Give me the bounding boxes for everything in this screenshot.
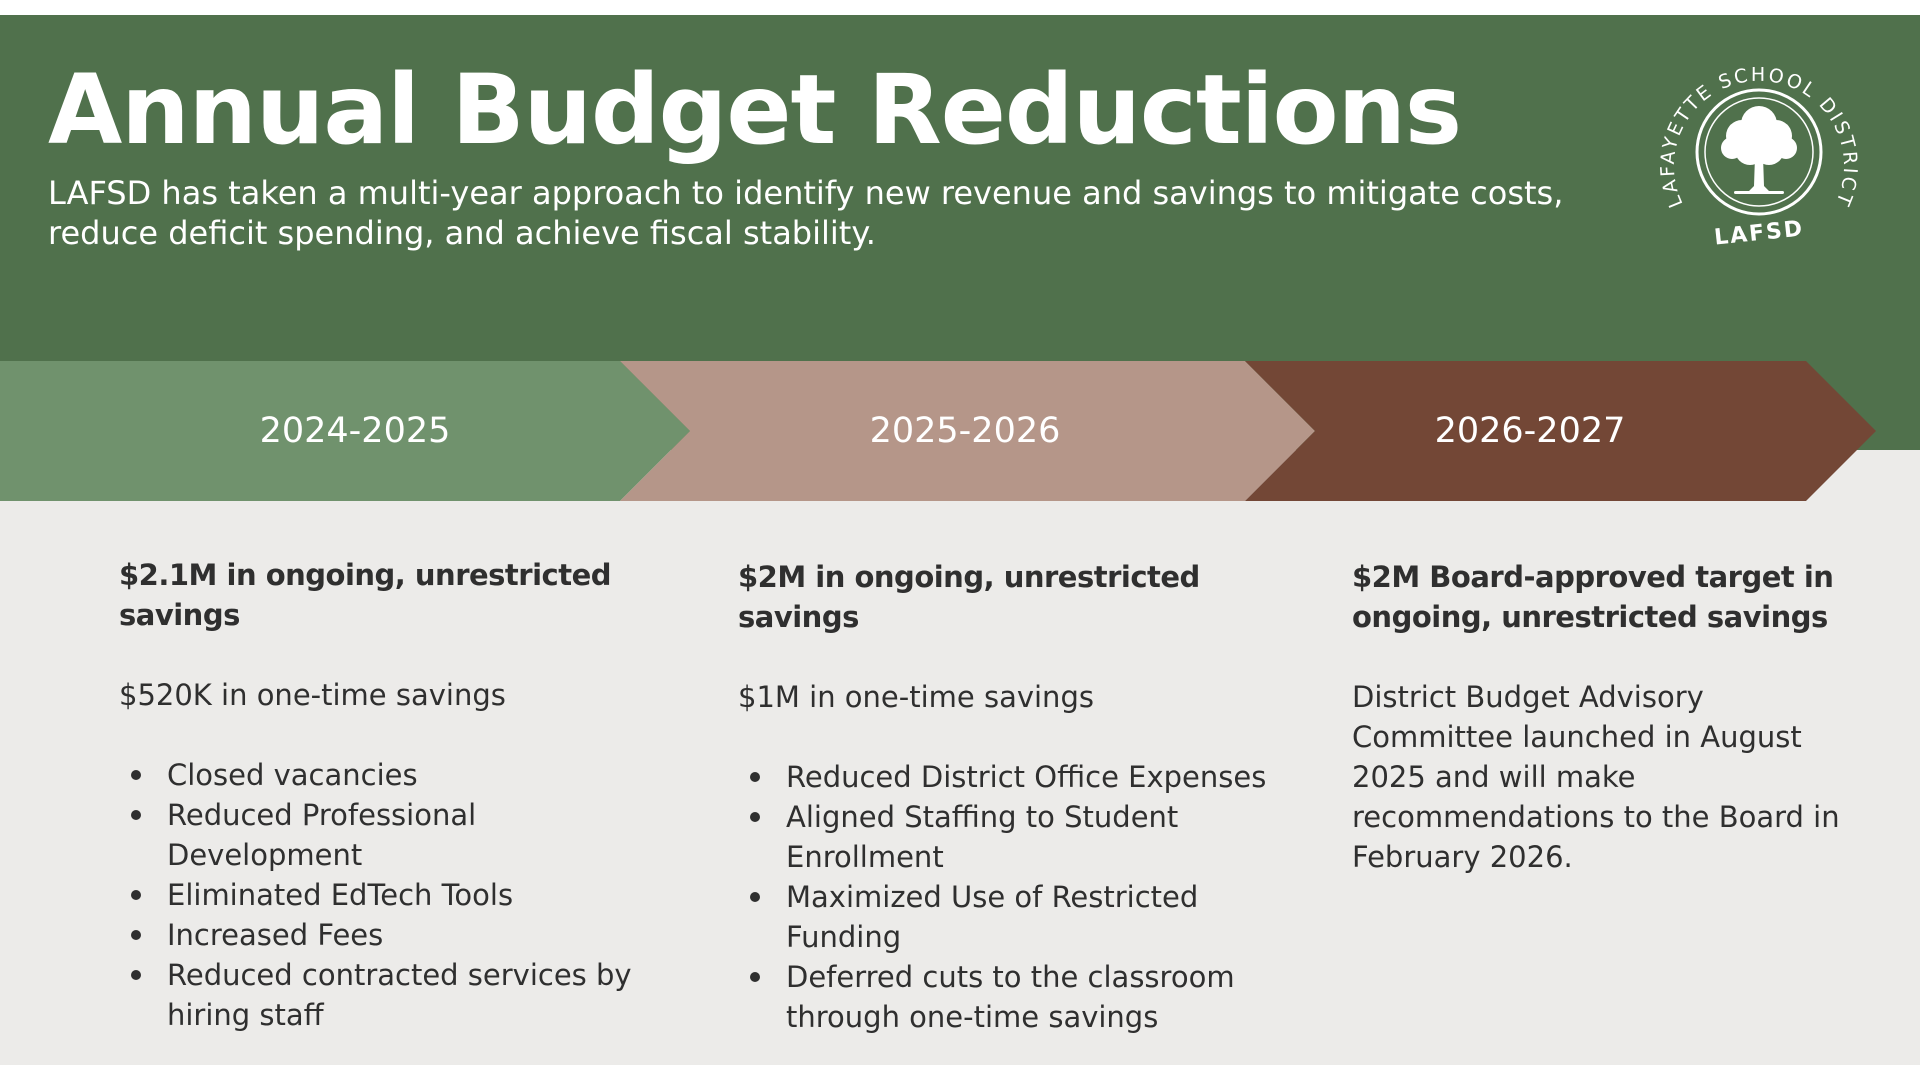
column-2024-2025: $2.1M in ongoing, unrestricted savings $…	[119, 555, 639, 1035]
year-label-2: 2025-2026	[869, 411, 1061, 451]
list-item: Deferred cuts to the classroom through o…	[738, 957, 1298, 1037]
timeline-arrow-2	[620, 361, 1315, 501]
list-item: Maximized Use of Restricted Funding	[738, 877, 1298, 957]
year-label-3: 2026-2027	[1434, 411, 1626, 451]
column-2025-2026: $2M in ongoing, unrestricted savings $1M…	[738, 557, 1298, 1037]
district-logo: LAFAYETTE SCHOOL DISTRICT LAFSD	[1657, 64, 1859, 251]
measures-list: Closed vacancies Reduced Professional De…	[119, 755, 639, 1035]
list-item: Aligned Staffing to Student Enrollment	[738, 797, 1298, 877]
one-time-savings: $1M in one-time savings	[738, 680, 1094, 714]
list-item: Eliminated EdTech Tools	[119, 875, 639, 915]
list-item: Reduced District Office Expenses	[738, 757, 1298, 797]
advisory-note: District Budget Advisory Committee launc…	[1352, 680, 1840, 874]
list-item: Reduced contracted services by hiring st…	[119, 955, 639, 1035]
timeline-arrow-3	[1245, 361, 1876, 501]
page-subtitle: LAFSD has taken a multi-year approach to…	[48, 174, 1564, 252]
measures-list: Reduced District Office Expenses Aligned…	[738, 757, 1298, 1037]
list-item: Closed vacancies	[119, 755, 639, 795]
logo-initials: LAFSD	[1713, 216, 1805, 250]
column-heading: $2.1M in ongoing, unrestricted savings	[119, 558, 612, 632]
list-item: Increased Fees	[119, 915, 639, 955]
tree-icon	[1721, 106, 1797, 194]
column-2026-2027: $2M Board-approved target in ongoing, un…	[1352, 557, 1872, 877]
slide: Annual Budget Reductions LAFSD has taken…	[0, 15, 1920, 1065]
timeline-arrow-1	[0, 361, 690, 501]
column-heading: $2M in ongoing, unrestricted savings	[738, 560, 1200, 634]
page-title: Annual Budget Reductions	[48, 54, 1462, 166]
column-heading: $2M Board-approved target in ongoing, un…	[1352, 560, 1834, 634]
list-item: Reduced Professional Development	[119, 795, 639, 875]
timeline-banner: 2024-2025 2025-2026 2026-2027	[0, 361, 1920, 501]
year-label-1: 2024-2025	[259, 411, 451, 451]
one-time-savings: $520K in one-time savings	[119, 678, 506, 712]
